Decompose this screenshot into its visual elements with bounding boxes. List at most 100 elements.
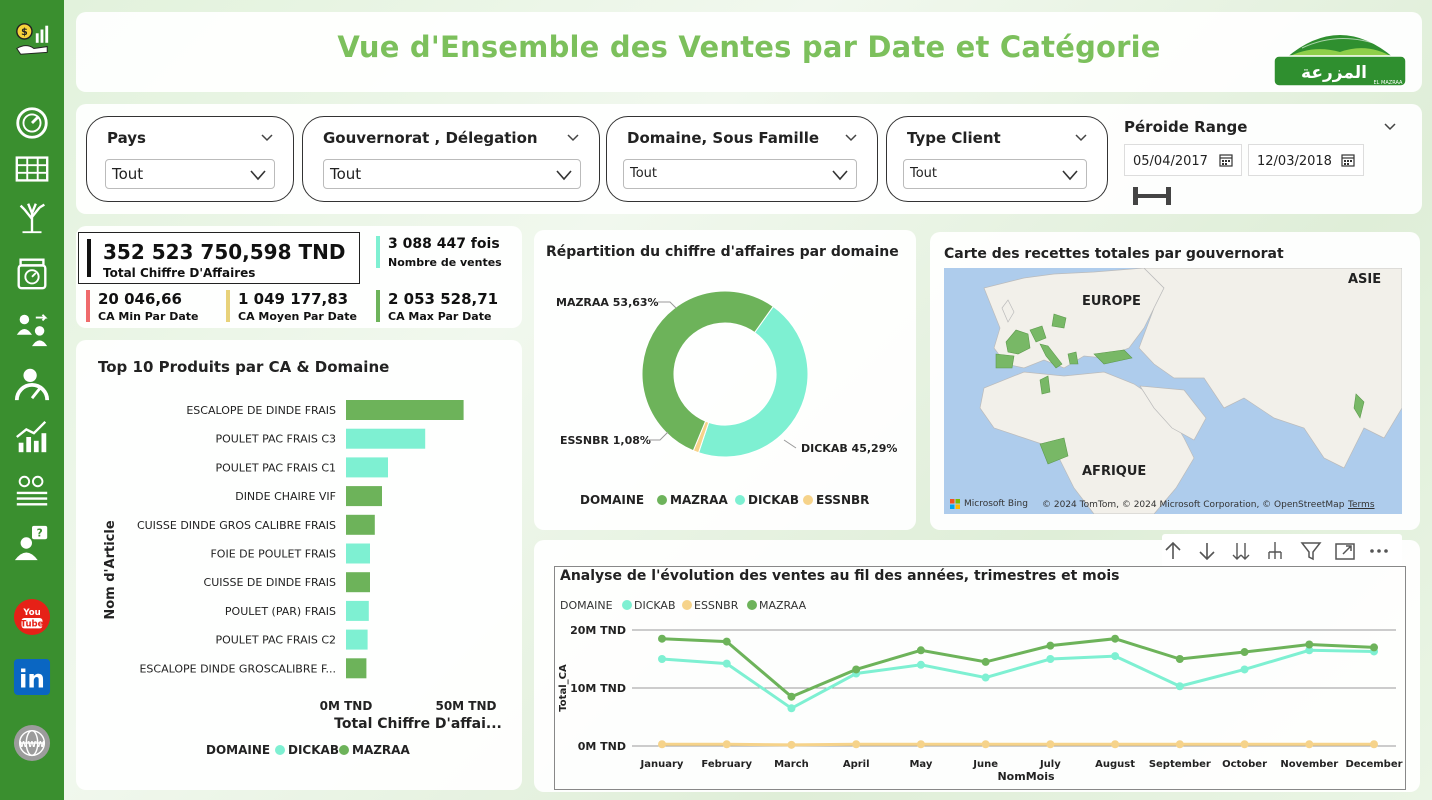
expand-hierarchy-icon[interactable] xyxy=(1264,540,1286,562)
donut-slice-mazraa[interactable] xyxy=(641,290,774,452)
line-point-essnbr[interactable] xyxy=(658,740,666,749)
top10-bar[interactable] xyxy=(346,428,426,449)
team-transfer-icon[interactable] xyxy=(9,306,55,352)
line-series-dickab[interactable] xyxy=(661,648,1375,711)
line-point-essnbr[interactable] xyxy=(981,740,990,749)
map-title: Carte des recettes totales par gouvernor… xyxy=(944,246,1284,262)
calendar-icon[interactable] xyxy=(1341,153,1355,167)
money-growth-icon[interactable]: $ xyxy=(9,16,55,62)
line-point-mazraa[interactable] xyxy=(916,646,925,655)
line-point-dickab[interactable] xyxy=(1305,646,1314,655)
pays-dropdown[interactable]: Tout xyxy=(105,159,275,189)
linkedin-icon[interactable]: in xyxy=(9,654,55,700)
line-series-essnbr[interactable] xyxy=(662,742,1374,747)
youtube-icon[interactable]: You Tube xyxy=(9,594,55,640)
top10-bar[interactable] xyxy=(346,457,388,478)
line-point-mazraa[interactable] xyxy=(1175,655,1184,663)
go-to-next-level-icon[interactable] xyxy=(1230,540,1252,562)
line-point-dickab[interactable] xyxy=(787,704,796,713)
line-xtick: March xyxy=(774,759,809,770)
scale-icon[interactable] xyxy=(9,250,55,296)
chevron-down-icon xyxy=(250,170,266,181)
gouvernorat-dropdown[interactable]: Tout xyxy=(323,159,581,189)
focus-mode-icon[interactable] xyxy=(1334,540,1356,562)
top10-category-label: POULET PAC FRAIS C3 xyxy=(215,433,336,446)
globe-icon[interactable]: WWW xyxy=(9,720,55,766)
ca-min-label: CA Min Par Date xyxy=(98,310,199,323)
world-map[interactable]: EUROPE ASIE AFRIQUE Microsoft Bing © 202… xyxy=(944,268,1402,514)
top10-bar[interactable] xyxy=(346,629,368,650)
more-options-icon[interactable] xyxy=(1368,540,1390,562)
top10-bar[interactable] xyxy=(346,658,367,679)
drill-up-icon[interactable] xyxy=(1162,540,1184,562)
top10-bar[interactable] xyxy=(346,514,375,535)
line-point-dickab[interactable] xyxy=(916,660,925,669)
chevron-down-icon[interactable] xyxy=(1075,131,1087,143)
donut-slice-dickab[interactable] xyxy=(697,305,809,458)
line-point-dickab[interactable] xyxy=(1111,652,1120,661)
line-point-dickab[interactable] xyxy=(981,673,990,682)
line-point-essnbr[interactable] xyxy=(1370,740,1378,749)
domaine-dropdown[interactable]: Tout xyxy=(623,159,857,189)
ca-moyen-label: CA Moyen Par Date xyxy=(238,310,357,323)
top10-bar[interactable] xyxy=(346,572,370,593)
line-point-essnbr[interactable] xyxy=(1046,740,1055,749)
line-point-essnbr[interactable] xyxy=(1305,740,1314,749)
line-point-mazraa[interactable] xyxy=(852,665,861,674)
map-terms-link[interactable]: Terms xyxy=(1348,500,1375,510)
line-point-essnbr[interactable] xyxy=(852,740,861,749)
line-point-dickab[interactable] xyxy=(722,659,731,668)
line-point-mazraa[interactable] xyxy=(658,634,666,643)
start-date-input[interactable]: 05/04/2017 xyxy=(1124,144,1242,176)
end-date-input[interactable]: 12/03/2018 xyxy=(1248,144,1364,176)
line-point-mazraa[interactable] xyxy=(981,657,990,666)
calendar-icon[interactable] xyxy=(1219,153,1233,167)
line-point-mazraa[interactable] xyxy=(1046,641,1055,650)
map-label-asie: ASIE xyxy=(1348,272,1382,287)
line-point-essnbr[interactable] xyxy=(722,740,731,749)
line-series-mazraa[interactable] xyxy=(661,637,1375,699)
line-point-dickab[interactable] xyxy=(1240,665,1249,674)
line-point-mazraa[interactable] xyxy=(1305,640,1314,649)
trend-chart-icon[interactable] xyxy=(9,414,55,460)
chevron-down-icon[interactable] xyxy=(1384,120,1396,132)
line-point-dickab[interactable] xyxy=(1046,655,1055,663)
line-point-mazraa[interactable] xyxy=(1370,643,1378,652)
line-point-essnbr[interactable] xyxy=(1111,740,1120,749)
drill-down-icon[interactable] xyxy=(1196,540,1218,562)
line-point-dickab[interactable] xyxy=(658,655,666,663)
top10-bar[interactable] xyxy=(346,486,382,507)
chevron-down-icon[interactable] xyxy=(845,131,857,143)
line-point-mazraa[interactable] xyxy=(1240,648,1249,657)
top10-bar[interactable] xyxy=(346,543,370,564)
line-xtick: August xyxy=(1095,759,1135,770)
type-client-slicer: Type Client Tout xyxy=(886,116,1108,202)
ca-moyen-value: 1 049 177,83 xyxy=(238,290,349,308)
line-point-dickab[interactable] xyxy=(1175,682,1184,691)
donut-legend-dickab-marker xyxy=(735,495,745,505)
line-chart-frame xyxy=(554,566,1406,790)
date-range-slider[interactable] xyxy=(1130,186,1174,206)
line-point-essnbr[interactable] xyxy=(787,740,796,749)
line-point-essnbr[interactable] xyxy=(916,740,925,749)
top10-bar[interactable] xyxy=(346,400,464,420)
filter-icon[interactable] xyxy=(1300,540,1322,562)
line-point-mazraa[interactable] xyxy=(722,637,731,646)
speedometer-icon[interactable] xyxy=(9,100,55,146)
line-point-essnbr[interactable] xyxy=(1240,740,1249,749)
line-point-mazraa[interactable] xyxy=(1111,634,1120,643)
chevron-down-icon[interactable] xyxy=(261,131,273,143)
tree-icon[interactable] xyxy=(9,194,55,240)
periode-label: Péroide Range xyxy=(1124,118,1248,136)
settings-list-icon[interactable] xyxy=(9,468,55,514)
help-person-icon[interactable]: ? xyxy=(9,520,55,566)
line-point-essnbr[interactable] xyxy=(1175,740,1184,749)
type-client-dropdown[interactable]: Tout xyxy=(903,159,1087,189)
type-client-value: Tout xyxy=(910,166,938,181)
top10-bar[interactable] xyxy=(346,600,369,621)
table-icon[interactable] xyxy=(9,146,55,192)
gauge-person-icon[interactable] xyxy=(9,360,55,406)
total-ca-card: 352 523 750,598 TND Total Chiffre D'Affa… xyxy=(78,232,360,284)
line-point-mazraa[interactable] xyxy=(787,692,796,701)
chevron-down-icon[interactable] xyxy=(567,131,579,143)
